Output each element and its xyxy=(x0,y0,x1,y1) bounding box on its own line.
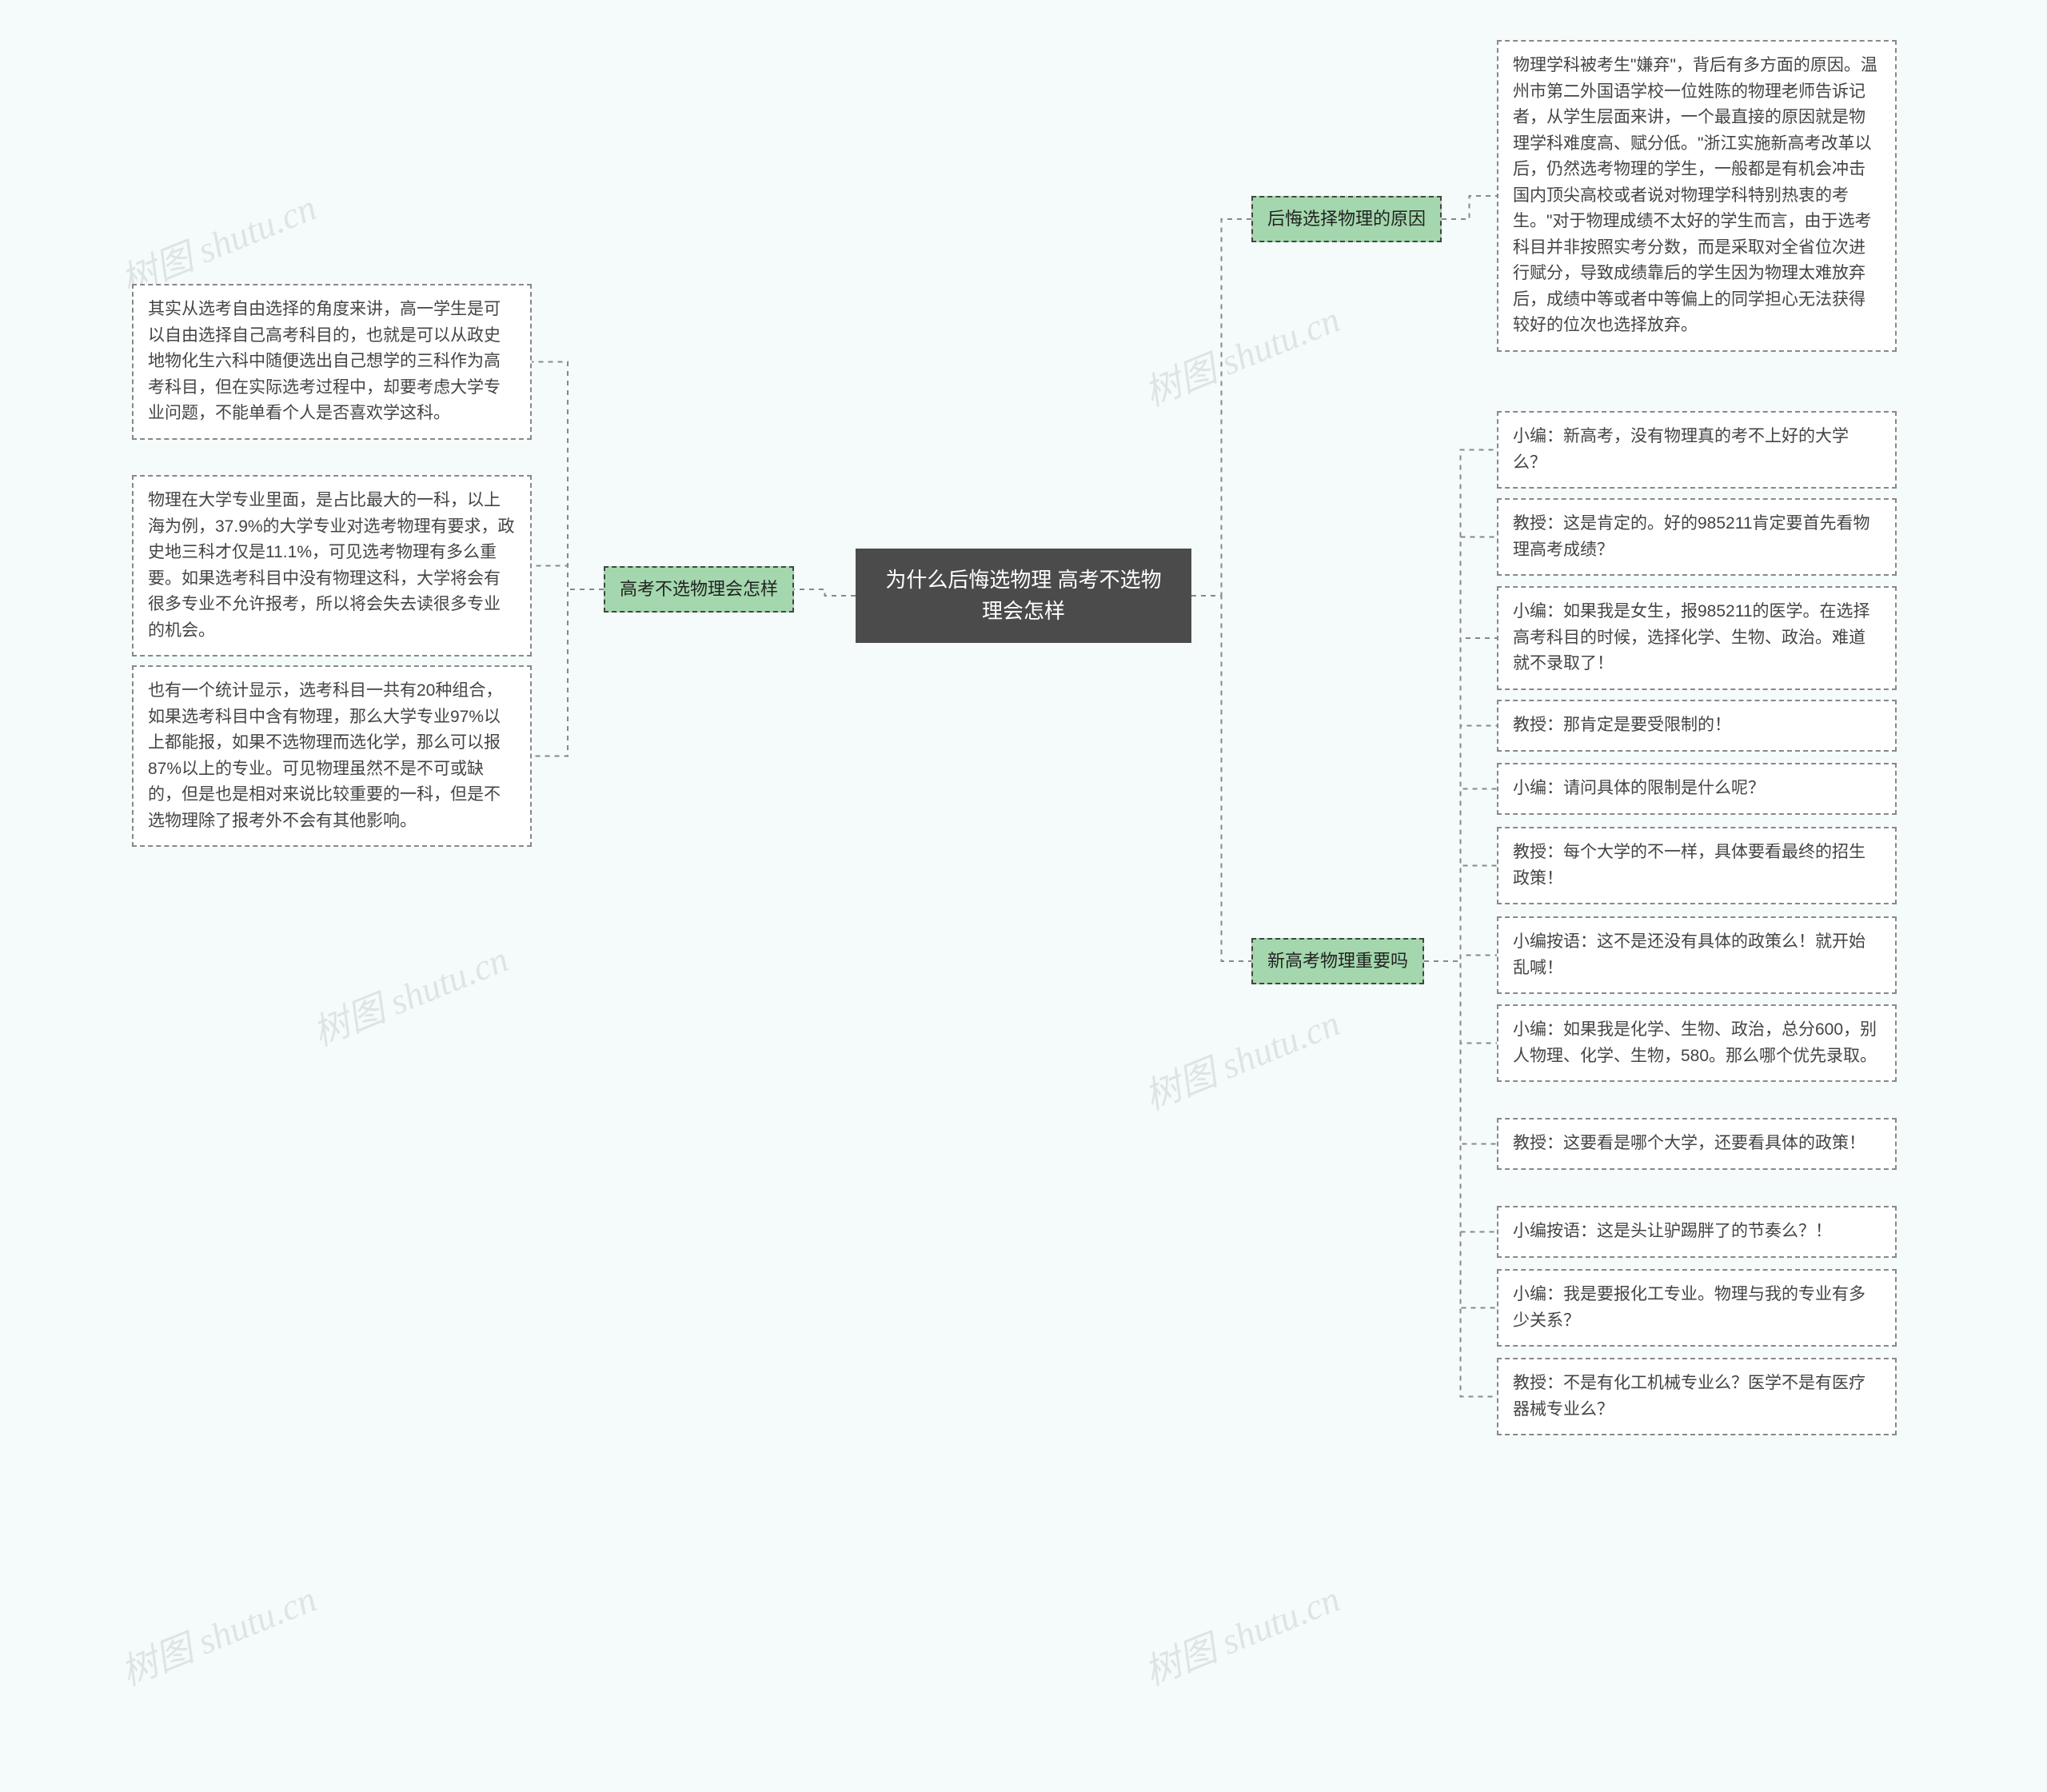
left-leaf-0: 其实从选考自由选择的角度来讲，高一学生是可以自由选择自己高考科目的，也就是可以从… xyxy=(132,284,532,440)
branch-left: 高考不选物理会怎样 xyxy=(604,566,794,613)
watermark: 树图 shutu.cn xyxy=(304,930,515,1056)
watermark: 树图 shutu.cn xyxy=(1135,290,1347,417)
right1-leaf-0: 物理学科被考生"嫌弃"，背后有多方面的原因。温州市第二外国语学校一位姓陈的物理老… xyxy=(1497,40,1897,352)
branch-right-2: 新高考物理重要吗 xyxy=(1251,938,1424,984)
right2-leaf-3: 教授：那肯定是要受限制的！ xyxy=(1497,700,1897,752)
right2-leaf-8: 教授：这要看是哪个大学，还要看具体的政策！ xyxy=(1497,1118,1897,1170)
right2-leaf-9: 小编按语：这是头让驴踢胖了的节奏么？！ xyxy=(1497,1206,1897,1258)
mindmap-canvas: 树图 shutu.cn 树图 shutu.cn 树图 shutu.cn 树图 shut… xyxy=(0,0,2047,1792)
right2-leaf-6: 小编按语：这不是还没有具体的政策么！就开始乱喊！ xyxy=(1497,916,1897,994)
right2-leaf-11: 教授：不是有化工机械专业么？医学不是有医疗器械专业么？ xyxy=(1497,1358,1897,1435)
watermark: 树图 shutu.cn xyxy=(1135,1570,1347,1696)
left-leaf-2: 也有一个统计显示，选考科目一共有20种组合，如果选考科目中含有物理，那么大学专业… xyxy=(132,665,532,847)
watermark: 树图 shutu.cn xyxy=(1135,994,1347,1120)
right2-leaf-4: 小编：请问具体的限制是什么呢？ xyxy=(1497,763,1897,815)
right2-leaf-0: 小编：新高考，没有物理真的考不上好的大学么？ xyxy=(1497,411,1897,489)
right2-leaf-2: 小编：如果我是女生，报985211的医学。在选择高考科目的时候，选择化学、生物、… xyxy=(1497,586,1897,690)
left-leaf-1: 物理在大学专业里面，是占比最大的一科，以上海为例，37.9%的大学专业对选考物理… xyxy=(132,475,532,657)
right2-leaf-7: 小编：如果我是化学、生物、政治，总分600，别人物理、化学、生物，580。那么哪… xyxy=(1497,1004,1897,1082)
watermark: 树图 shutu.cn xyxy=(112,1570,323,1696)
right2-leaf-1: 教授：这是肯定的。好的985211肯定要首先看物理高考成绩？ xyxy=(1497,498,1897,576)
right2-leaf-10: 小编：我是要报化工专业。物理与我的专业有多少关系？ xyxy=(1497,1269,1897,1347)
root-node: 为什么后悔选物理 高考不选物理会怎样 xyxy=(856,549,1191,643)
branch-right-1: 后悔选择物理的原因 xyxy=(1251,196,1442,242)
right2-leaf-5: 教授：每个大学的不一样，具体要看最终的招生政策！ xyxy=(1497,827,1897,904)
